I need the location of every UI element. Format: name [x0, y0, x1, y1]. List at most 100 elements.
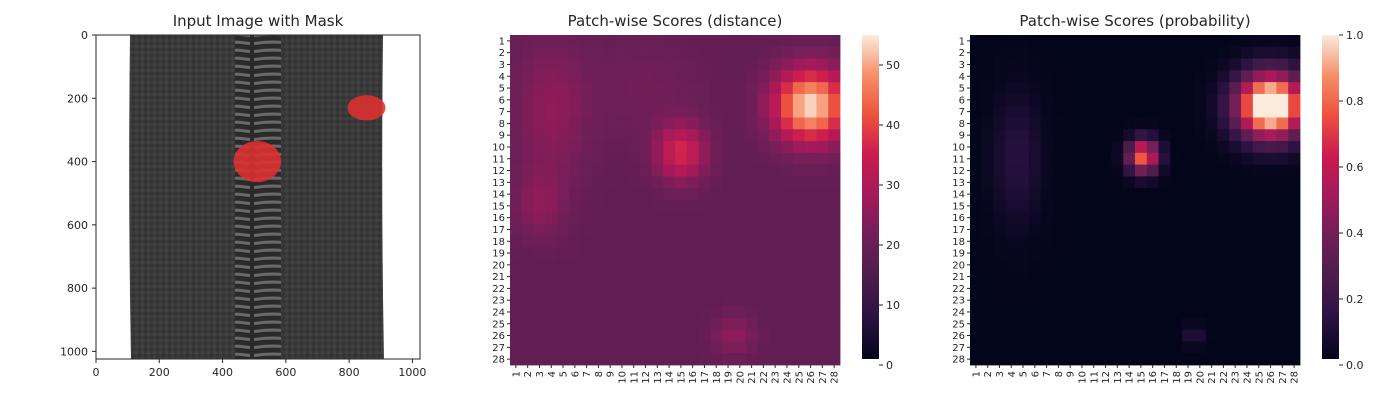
heatmap-cell — [1276, 223, 1289, 236]
heatmap-cell — [580, 176, 593, 189]
heatmap-cell — [981, 141, 994, 154]
heatmap-cell — [698, 317, 711, 331]
heatmap-cell — [722, 247, 735, 260]
heatmap-cell — [804, 341, 817, 354]
image-xtick-label: 800 — [339, 366, 360, 379]
heatmap-cell — [769, 117, 782, 130]
heatmap-cell — [970, 235, 983, 248]
heatmap-cell — [616, 141, 629, 154]
heatmap-cell — [663, 282, 676, 295]
heatmap-cell — [698, 294, 711, 307]
heatmap-cell — [627, 58, 641, 71]
heatmap-cell — [745, 164, 758, 177]
heatmap-cell — [1135, 35, 1148, 48]
image-xtick-label: 1000 — [398, 366, 426, 379]
heatmap-cell — [781, 329, 794, 342]
heatmap-cell — [745, 141, 758, 154]
heatmap-cell — [1146, 105, 1159, 118]
heatmap-cell — [568, 270, 582, 283]
heatmap-cell — [804, 117, 817, 130]
heatmap-cell — [592, 329, 605, 342]
heatmap-cell — [1099, 117, 1112, 130]
heatmap-cell — [1052, 294, 1065, 307]
heatmap-ytick-label: 17 — [952, 225, 965, 236]
heatmap-cell — [580, 129, 593, 142]
heatmap-cell — [981, 117, 994, 130]
heatmap-cell — [1276, 270, 1289, 283]
heatmap-cell — [1276, 188, 1289, 201]
heatmap-cell — [1040, 353, 1053, 366]
heatmap-cell — [557, 176, 570, 189]
heatmap-cell — [981, 58, 994, 71]
heatmap-cell — [592, 306, 605, 319]
heatmap-cell — [792, 353, 806, 366]
heatmap-cell — [1288, 353, 1301, 366]
heatmap-ytick-label: 18 — [952, 237, 965, 248]
heatmap-cell — [1040, 317, 1053, 331]
heatmap-cell — [993, 46, 1006, 59]
heatmap-cell — [828, 82, 841, 95]
heatmap-cell — [616, 329, 629, 342]
heatmap-cell — [1005, 270, 1018, 283]
heatmap-cell — [733, 223, 747, 236]
heatmap-cell — [993, 176, 1006, 189]
heatmap-cell — [1087, 223, 1101, 236]
heatmap-cell — [1182, 341, 1195, 354]
heatmap-cell — [1158, 353, 1171, 366]
heatmap-cell — [722, 270, 735, 283]
heatmap-cell — [627, 294, 641, 307]
heatmap-cell — [722, 176, 735, 189]
heatmap-cell — [792, 270, 806, 283]
heatmap-cell — [1217, 317, 1230, 331]
heatmap-cell — [1087, 129, 1101, 142]
heatmap-cell — [1288, 235, 1301, 248]
heatmap-cell — [1205, 200, 1218, 213]
heatmap-cell — [533, 46, 546, 59]
heatmap-ytick-label: 25 — [952, 319, 965, 330]
heatmap-cell — [816, 353, 829, 366]
heatmap-ytick-label: 22 — [952, 284, 965, 295]
heatmap-cell — [970, 211, 983, 224]
heatmap-cell — [981, 235, 994, 248]
heatmap-cell — [828, 176, 841, 189]
heatmap-cell — [733, 306, 747, 319]
heatmap-cell — [1040, 117, 1053, 130]
heatmap-cell — [639, 105, 652, 118]
heatmap-cell — [663, 82, 676, 95]
heatmap-cell — [1193, 152, 1207, 166]
heatmap-cell — [1123, 176, 1136, 189]
heatmap-cell — [1087, 188, 1101, 201]
heatmap-ytick-label: 17 — [492, 225, 505, 236]
heatmap-cell — [1028, 164, 1042, 177]
panel-probability-heatmap: Patch-wise Scores (probability) 12345678… — [952, 12, 1363, 384]
heatmap-cell — [580, 235, 593, 248]
heatmap-cell — [1005, 353, 1018, 366]
heatmap-cell — [1064, 329, 1077, 342]
heatmap-cell — [1017, 329, 1030, 342]
heatmap-cell — [792, 211, 806, 224]
heatmap-cell — [828, 294, 841, 307]
heatmap-cell — [970, 105, 983, 118]
heatmap-cell — [1252, 270, 1266, 283]
heatmap-cell — [568, 329, 582, 342]
heatmap-cell — [1076, 164, 1089, 177]
heatmap-cell — [1264, 270, 1277, 283]
heatmap-cell — [1205, 70, 1218, 83]
heatmap-cell — [675, 117, 688, 130]
heatmap-cell — [1182, 188, 1195, 201]
heatmap-xtick-label: 11 — [629, 371, 640, 384]
heatmap-cell — [757, 58, 770, 71]
heatmap-cell — [981, 129, 994, 142]
heatmap-cell — [1252, 211, 1266, 224]
heatmap-cell — [1005, 329, 1018, 342]
heatmap-cell — [1099, 152, 1112, 166]
heatmap-cell — [533, 152, 546, 166]
heatmap-cell — [1241, 270, 1254, 283]
heatmap-cell — [970, 247, 983, 260]
heatmap-cell — [1170, 223, 1183, 236]
heatmap-cell — [533, 93, 546, 107]
heatmap-cell — [1229, 211, 1242, 224]
heatmap-cell — [1229, 105, 1242, 118]
heatmap-cell — [1135, 93, 1148, 107]
heatmap-cell — [568, 117, 582, 130]
